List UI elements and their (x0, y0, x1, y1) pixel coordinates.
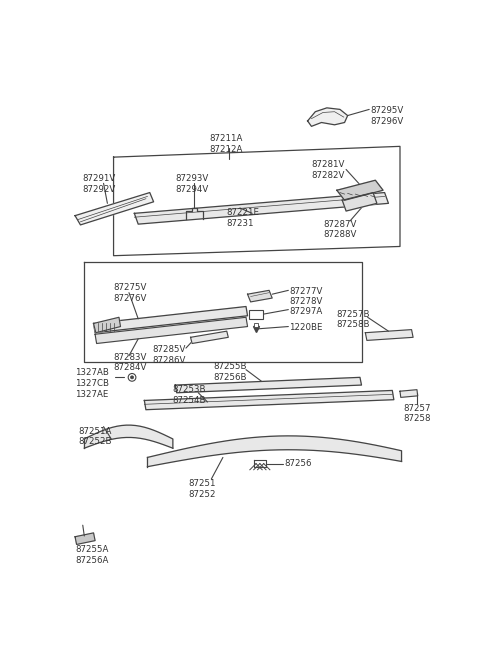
Text: 87285V
87286V: 87285V 87286V (152, 345, 185, 365)
Text: 87221E
87231: 87221E 87231 (227, 208, 260, 228)
Text: 1327AB
1327CB
1327AE: 1327AB 1327CB 1327AE (75, 368, 109, 399)
Text: 87211A
87212A: 87211A 87212A (209, 134, 242, 154)
Text: 87281V
87282V: 87281V 87282V (312, 160, 345, 180)
Text: 87293V
87294V: 87293V 87294V (175, 174, 208, 194)
Text: 87251
87252: 87251 87252 (188, 479, 216, 498)
Polygon shape (175, 377, 361, 393)
Bar (249, 310, 263, 319)
Polygon shape (191, 331, 228, 343)
Polygon shape (342, 193, 377, 211)
Polygon shape (95, 317, 248, 343)
Text: 87297A: 87297A (289, 307, 323, 316)
Text: 87253B
87254B: 87253B 87254B (173, 385, 206, 405)
Text: 87251A
87252B: 87251A 87252B (78, 426, 112, 447)
Polygon shape (94, 307, 248, 333)
Text: 87277V
87278V: 87277V 87278V (289, 286, 323, 307)
Text: 87295V
87296V: 87295V 87296V (371, 106, 404, 126)
Polygon shape (365, 329, 413, 341)
Polygon shape (84, 425, 173, 448)
Circle shape (128, 373, 136, 381)
Polygon shape (400, 390, 418, 398)
Polygon shape (134, 193, 388, 224)
Text: 87275V
87276V: 87275V 87276V (114, 284, 147, 303)
Polygon shape (147, 436, 402, 466)
Polygon shape (308, 108, 348, 126)
Polygon shape (94, 317, 120, 333)
Polygon shape (248, 290, 272, 302)
Text: 1220BE: 1220BE (289, 324, 323, 333)
Text: 87257B
87258B: 87257B 87258B (337, 310, 371, 329)
Text: 87291V
87292V: 87291V 87292V (83, 174, 116, 194)
Text: 87257
87258: 87257 87258 (403, 403, 431, 423)
Polygon shape (144, 390, 394, 409)
Polygon shape (337, 180, 383, 200)
Polygon shape (75, 533, 95, 544)
Text: 87256: 87256 (285, 459, 312, 468)
Text: 87255A
87256A: 87255A 87256A (75, 545, 108, 565)
Text: 87255B
87256B: 87255B 87256B (214, 362, 247, 382)
Circle shape (131, 376, 133, 379)
Polygon shape (75, 193, 154, 225)
Text: 87283V
87284V: 87283V 87284V (114, 353, 147, 373)
Text: 87287V
87288V: 87287V 87288V (323, 219, 356, 239)
